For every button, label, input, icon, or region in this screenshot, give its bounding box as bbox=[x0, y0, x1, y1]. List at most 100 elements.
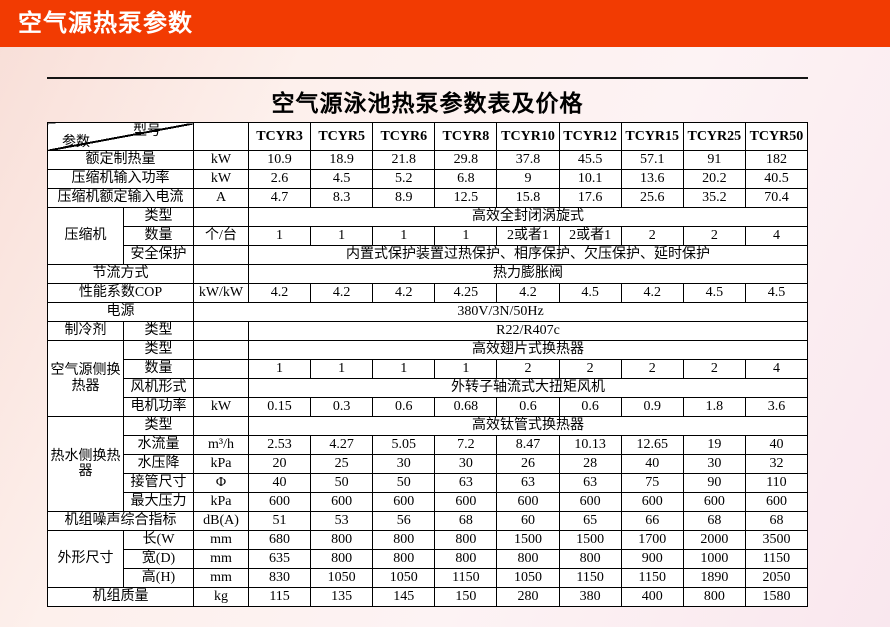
corner-model-label: 型号 bbox=[133, 124, 161, 139]
unit-cell: kW bbox=[193, 169, 249, 189]
value-cell: 1150 bbox=[744, 549, 809, 569]
value-cell: 75 bbox=[620, 473, 684, 493]
spec-table-body: 参数 型号 TCYR3 TCYR5 TCYR6 TCYR8 TCYR10 TCY… bbox=[47, 122, 809, 607]
value-cell: 9 bbox=[496, 169, 560, 189]
group-label: 压缩机 bbox=[47, 207, 124, 265]
param-label: 压缩机输入功率 bbox=[47, 169, 194, 189]
value-cell: 135 bbox=[310, 587, 374, 607]
value-cell: 380 bbox=[558, 587, 622, 607]
value-cell: 280 bbox=[496, 587, 560, 607]
value-cell: 1.8 bbox=[682, 397, 746, 417]
table-row: 压缩机 类型 高效全封闭涡旋式 bbox=[47, 207, 808, 265]
value-cell: 29.8 bbox=[434, 150, 498, 170]
value-cell: 800 bbox=[310, 530, 374, 550]
value-cell: 32 bbox=[744, 454, 809, 474]
table-row: 水压降 kPa 20 25 30 30 26 28 40 30 32 bbox=[48, 454, 809, 474]
value-cell: 68 bbox=[434, 511, 498, 531]
table-row: 电机功率 kW 0.15 0.3 0.6 0.68 0.6 0.6 0.9 1.8 3.6 bbox=[48, 397, 809, 417]
value-cell: 4.25 bbox=[434, 283, 498, 303]
value-cell: 30 bbox=[434, 454, 498, 474]
unit-cell: mm bbox=[193, 530, 249, 550]
param-label: 高(H) bbox=[123, 568, 194, 588]
value-cell: 0.3 bbox=[310, 397, 374, 417]
merged-value: 380V/3N/50Hz bbox=[193, 302, 808, 322]
value-cell: 4.5 bbox=[744, 283, 809, 303]
value-cell: 2 bbox=[558, 359, 622, 379]
value-cell: 1 bbox=[434, 359, 498, 379]
param-label: 接管尺寸 bbox=[123, 473, 194, 493]
value-cell: 37.8 bbox=[496, 150, 560, 170]
value-cell: 0.6 bbox=[372, 397, 436, 417]
corner-cell: 参数 型号 bbox=[47, 122, 194, 151]
table-row: 压缩机额定输入电流 A 4.7 8.3 8.9 12.5 15.8 17.6 25.6 35.2 7… bbox=[47, 188, 809, 208]
param-label: 类型 bbox=[123, 207, 194, 227]
spec-table: 参数 型号 TCYR3 TCYR5 TCYR6 TCYR8 TCYR10 TCY… bbox=[47, 122, 809, 607]
value-cell: 150 bbox=[434, 587, 498, 607]
value-cell: 21.8 bbox=[372, 150, 436, 170]
value-cell: 40 bbox=[620, 454, 684, 474]
param-label: 风机形式 bbox=[123, 378, 194, 398]
table-row: 机组质量 kg 115 135 145 150 280 380 400 800 1580 bbox=[47, 587, 809, 607]
param-label: 数量 bbox=[123, 359, 194, 379]
value-cell: 1 bbox=[434, 226, 498, 246]
model-header: TCYR15 bbox=[620, 122, 684, 151]
spec-sheet: 空气源泳池热泵参数表及价格 参数 型号 TCYR3 TCYR5 TCYR6 TC… bbox=[47, 77, 809, 607]
value-cell: 50 bbox=[372, 473, 436, 493]
param-label: 机组质量 bbox=[47, 587, 194, 607]
value-cell: 600 bbox=[558, 492, 622, 512]
value-cell: 2 bbox=[682, 226, 746, 246]
value-cell: 70.4 bbox=[744, 188, 809, 208]
value-cell: 4.5 bbox=[682, 283, 746, 303]
value-cell: 90 bbox=[682, 473, 746, 493]
param-label: 水压降 bbox=[123, 454, 194, 474]
value-cell: 115 bbox=[247, 587, 312, 607]
value-cell: 6.8 bbox=[434, 169, 498, 189]
table-row: 高(H) mm 830 1050 1050 1150 1050 1150 1150 1890 205… bbox=[48, 568, 809, 588]
value-cell: 8.9 bbox=[372, 188, 436, 208]
param-label: 最大压力 bbox=[123, 492, 194, 512]
model-header: TCYR12 bbox=[558, 122, 622, 151]
merged-value: 内置式保护装置过热保护、相序保护、欠压保护、延时保护 bbox=[248, 245, 808, 265]
value-cell: 680 bbox=[247, 530, 312, 550]
value-cell: 8.47 bbox=[496, 435, 560, 455]
value-cell: 56 bbox=[372, 511, 436, 531]
merged-value: R22/R407c bbox=[248, 321, 808, 341]
value-cell: 600 bbox=[247, 492, 312, 512]
value-cell: 3.6 bbox=[744, 397, 809, 417]
param-label: 节流方式 bbox=[47, 264, 194, 284]
value-cell: 2 bbox=[620, 359, 684, 379]
value-cell: 110 bbox=[744, 473, 809, 493]
value-cell: 4.2 bbox=[620, 283, 684, 303]
value-cell: 0.68 bbox=[434, 397, 498, 417]
value-cell: 19 bbox=[682, 435, 746, 455]
value-cell: 800 bbox=[434, 530, 498, 550]
value-cell: 600 bbox=[682, 492, 746, 512]
table-row: 制冷剂 类型 R22/R407c bbox=[47, 321, 808, 341]
unit-cell: m³/h bbox=[193, 435, 249, 455]
table-row: 风机形式 外转子轴流式大扭矩风机 bbox=[48, 378, 808, 398]
value-cell: 40 bbox=[247, 473, 312, 493]
value-cell: 18.9 bbox=[310, 150, 374, 170]
table-row: 安全保护 内置式保护装置过热保护、相序保护、欠压保护、延时保护 bbox=[48, 245, 808, 265]
value-cell: 600 bbox=[744, 492, 809, 512]
model-header: TCYR3 bbox=[247, 122, 312, 151]
value-cell: 2或者1 bbox=[496, 226, 560, 246]
value-cell: 13.6 bbox=[620, 169, 684, 189]
unit-cell bbox=[193, 245, 249, 265]
value-cell: 1150 bbox=[558, 568, 622, 588]
value-cell: 4.2 bbox=[310, 283, 374, 303]
value-cell: 5.2 bbox=[372, 169, 436, 189]
value-cell: 600 bbox=[310, 492, 374, 512]
value-cell: 5.05 bbox=[372, 435, 436, 455]
value-cell: 68 bbox=[744, 511, 809, 531]
unit-cell bbox=[193, 207, 249, 227]
unit-cell: dB(A) bbox=[193, 511, 249, 531]
param-label: 电机功率 bbox=[123, 397, 194, 417]
param-label: 机组噪声综合指标 bbox=[47, 511, 194, 531]
unit-cell: kW bbox=[193, 397, 249, 417]
merged-value: 高效翅片式换热器 bbox=[248, 340, 808, 360]
table-row: 宽(D) mm 635 800 800 800 800 800 900 1000 1150 bbox=[48, 549, 809, 569]
table-row: 接管尺寸 Φ 40 50 50 63 63 63 75 90 110 bbox=[48, 473, 809, 493]
value-cell: 145 bbox=[372, 587, 436, 607]
value-cell: 4 bbox=[744, 226, 809, 246]
